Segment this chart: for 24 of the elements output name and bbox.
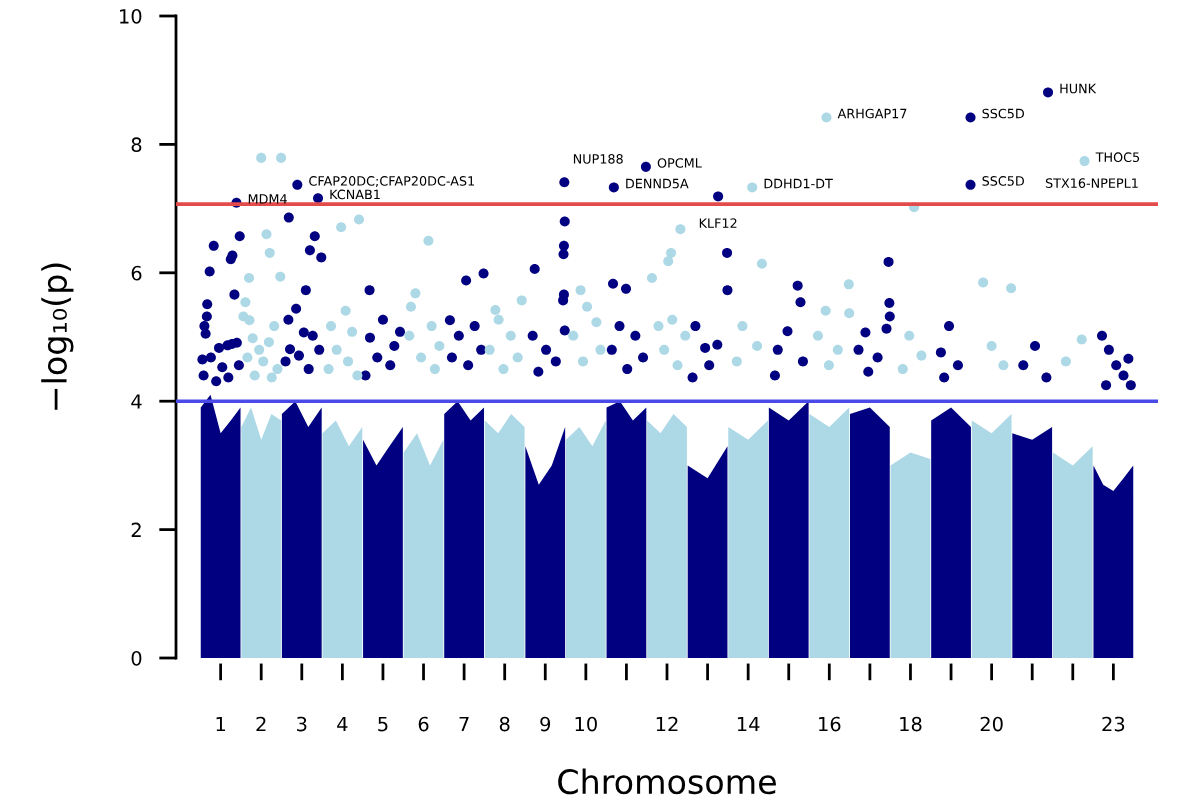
y-tick-label: 8 — [131, 137, 142, 153]
y-tick-label: 10 — [120, 8, 142, 24]
y-tick-label: 4 — [131, 394, 142, 409]
x-tick-label: 3 — [297, 716, 307, 732]
x-tick-label: 7 — [459, 716, 469, 732]
y-tick-label: 0 — [131, 650, 142, 666]
x-tick-label: 18 — [900, 716, 922, 732]
y-axis-title: −log₁₀(p) — [41, 263, 74, 410]
x-tick-label: 6 — [418, 716, 429, 732]
x-tick-label: 5 — [378, 716, 388, 732]
x-axis-title: Chromosome — [558, 768, 776, 795]
y-tick-label: 6 — [131, 265, 142, 281]
x-tick-label: 2 — [256, 716, 266, 732]
y-tick-label: 2 — [131, 522, 141, 537]
x-tick-label: 9 — [540, 716, 551, 732]
x-tick-label: 20 — [980, 716, 1003, 732]
x-tick-label: 23 — [1102, 716, 1125, 732]
x-tick-label: 14 — [737, 716, 760, 732]
x-tick-label: 4 — [337, 716, 348, 732]
x-tick-label: 16 — [819, 716, 841, 732]
x-tick-label: 12 — [656, 716, 678, 732]
x-tick-label: 8 — [499, 716, 510, 732]
x-tick-label: 1 — [216, 716, 226, 732]
x-tick-label: 10 — [575, 716, 597, 732]
